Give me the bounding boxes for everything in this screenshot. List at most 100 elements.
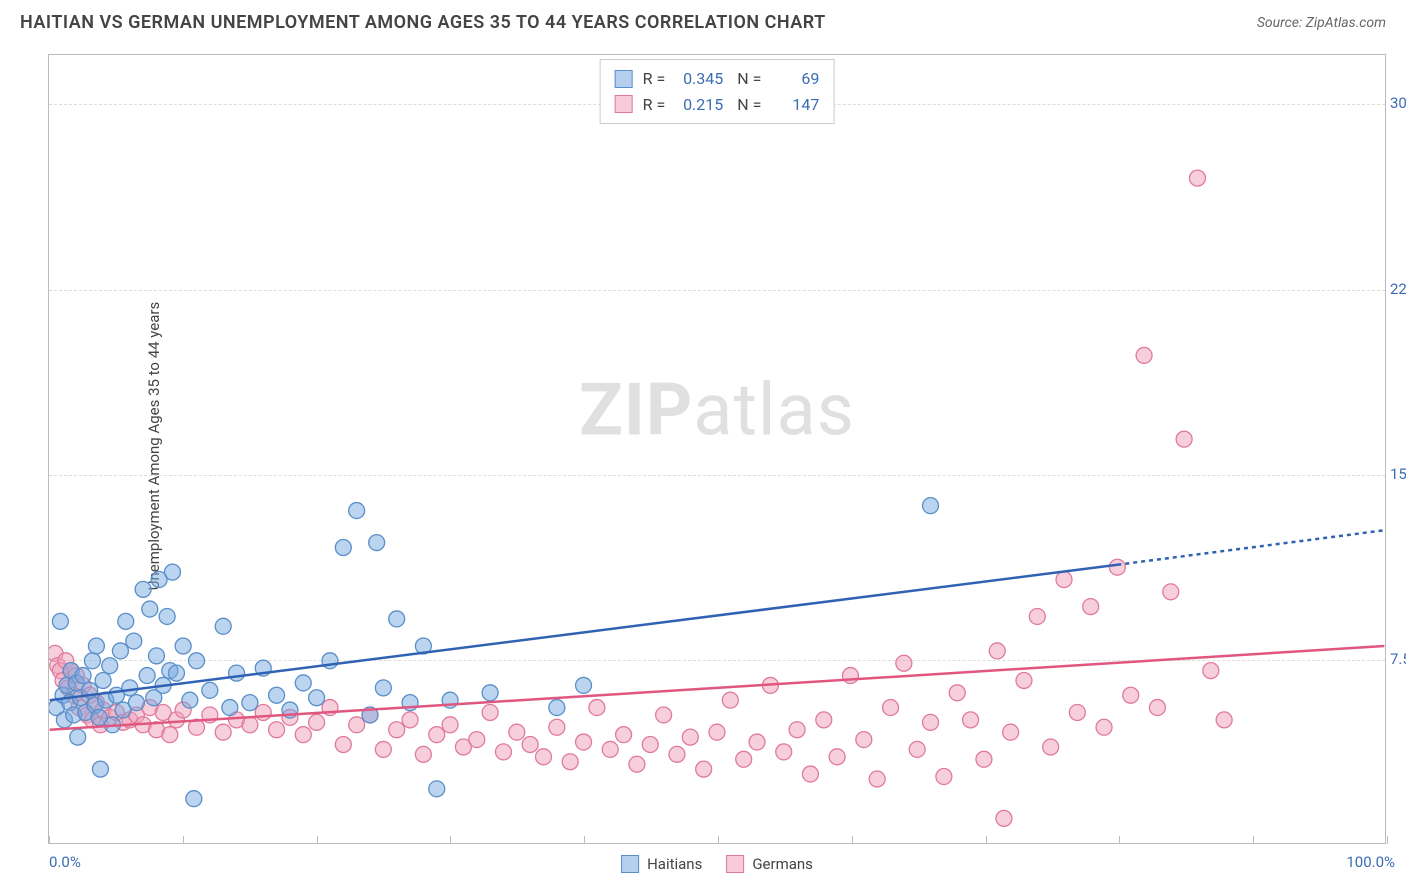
- scatter-plot-svg: [49, 55, 1385, 843]
- n-label: N =: [729, 66, 761, 92]
- header: HAITIAN VS GERMAN UNEMPLOYMENT AMONG AGE…: [0, 0, 1406, 41]
- data-point: [389, 611, 405, 627]
- data-point: [1189, 170, 1205, 186]
- data-point: [1029, 608, 1045, 624]
- data-point: [549, 719, 565, 735]
- data-point: [215, 618, 231, 634]
- source-attribution: Source: ZipAtlas.com: [1257, 15, 1386, 31]
- data-point: [1136, 347, 1152, 363]
- data-point: [1069, 705, 1085, 721]
- data-point: [128, 695, 144, 711]
- data-point: [415, 746, 431, 762]
- x-min-label: 0.0%: [49, 853, 81, 871]
- data-point: [135, 581, 151, 597]
- r-value-haitians: 0.345: [671, 66, 723, 92]
- legend-swatch-pink-icon: [726, 855, 744, 873]
- swatch-pink-icon: [615, 95, 633, 113]
- chart-title: HAITIAN VS GERMAN UNEMPLOYMENT AMONG AGE…: [20, 12, 826, 33]
- data-point: [1003, 724, 1019, 740]
- legend: Haitians Germans: [621, 855, 813, 873]
- data-point: [629, 756, 645, 772]
- data-point: [375, 741, 391, 757]
- data-point: [1123, 687, 1139, 703]
- data-point: [576, 677, 592, 693]
- data-point: [335, 540, 351, 556]
- data-point: [682, 729, 698, 745]
- data-point: [856, 732, 872, 748]
- data-point: [749, 734, 765, 750]
- data-point: [126, 633, 142, 649]
- data-point: [1176, 431, 1192, 447]
- data-point: [696, 761, 712, 777]
- data-point: [369, 535, 385, 551]
- data-point: [1043, 739, 1059, 755]
- data-point: [92, 761, 108, 777]
- data-point: [949, 685, 965, 701]
- data-point: [242, 695, 258, 711]
- n-label: N =: [729, 92, 761, 118]
- y-tick-label: 15.0%: [1390, 465, 1406, 483]
- y-tick-label: 30.0%: [1390, 94, 1406, 112]
- data-point: [1016, 672, 1032, 688]
- data-point: [589, 700, 605, 716]
- data-point: [816, 712, 832, 728]
- data-point: [616, 727, 632, 743]
- data-point: [789, 722, 805, 738]
- data-point: [883, 700, 899, 716]
- trend-line-extension: [1117, 530, 1384, 564]
- data-point: [169, 665, 185, 681]
- y-tick-label: 22.5%: [1390, 280, 1406, 298]
- data-point: [349, 503, 365, 519]
- data-point: [469, 732, 485, 748]
- data-point: [295, 675, 311, 691]
- data-point: [189, 653, 205, 669]
- data-point: [996, 810, 1012, 826]
- legend-item-haitians: Haitians: [621, 855, 702, 873]
- data-point: [215, 724, 231, 740]
- data-point: [522, 737, 538, 753]
- y-tick-label: 7.5%: [1390, 650, 1406, 668]
- data-point: [309, 714, 325, 730]
- stats-row-haitians: R = 0.345 N = 69: [615, 66, 820, 92]
- data-point: [1096, 719, 1112, 735]
- data-point: [102, 658, 118, 674]
- data-point: [722, 692, 738, 708]
- data-point: [142, 601, 158, 617]
- data-point: [869, 771, 885, 787]
- data-point: [389, 722, 405, 738]
- legend-swatch-blue-icon: [621, 855, 639, 873]
- legend-label-germans: Germans: [752, 855, 813, 873]
- data-point: [656, 707, 672, 723]
- data-point: [1163, 584, 1179, 600]
- data-point: [255, 705, 271, 721]
- data-point: [75, 668, 91, 684]
- data-point: [186, 791, 202, 807]
- data-point: [1216, 712, 1232, 728]
- data-point: [164, 564, 180, 580]
- data-point: [923, 498, 939, 514]
- data-point: [842, 668, 858, 684]
- r-label: R =: [643, 92, 666, 118]
- data-point: [95, 672, 111, 688]
- data-point: [736, 751, 752, 767]
- data-point: [1149, 700, 1165, 716]
- n-value-germans: 147: [767, 92, 819, 118]
- data-point: [1203, 663, 1219, 679]
- data-point: [776, 744, 792, 760]
- data-point: [70, 729, 86, 745]
- data-point: [242, 717, 258, 733]
- data-point: [549, 700, 565, 716]
- data-point: [802, 766, 818, 782]
- data-point: [642, 737, 658, 753]
- data-point: [923, 714, 939, 730]
- data-point: [1083, 599, 1099, 615]
- data-point: [335, 737, 351, 753]
- data-point: [669, 746, 685, 762]
- chart-container: HAITIAN VS GERMAN UNEMPLOYMENT AMONG AGE…: [0, 0, 1406, 892]
- data-point: [562, 754, 578, 770]
- correlation-stats-box: R = 0.345 N = 69 R = 0.215 N = 147: [600, 59, 835, 124]
- x-max-label: 100.0%: [1346, 853, 1395, 871]
- data-point: [84, 653, 100, 669]
- data-point: [976, 751, 992, 767]
- data-point: [963, 712, 979, 728]
